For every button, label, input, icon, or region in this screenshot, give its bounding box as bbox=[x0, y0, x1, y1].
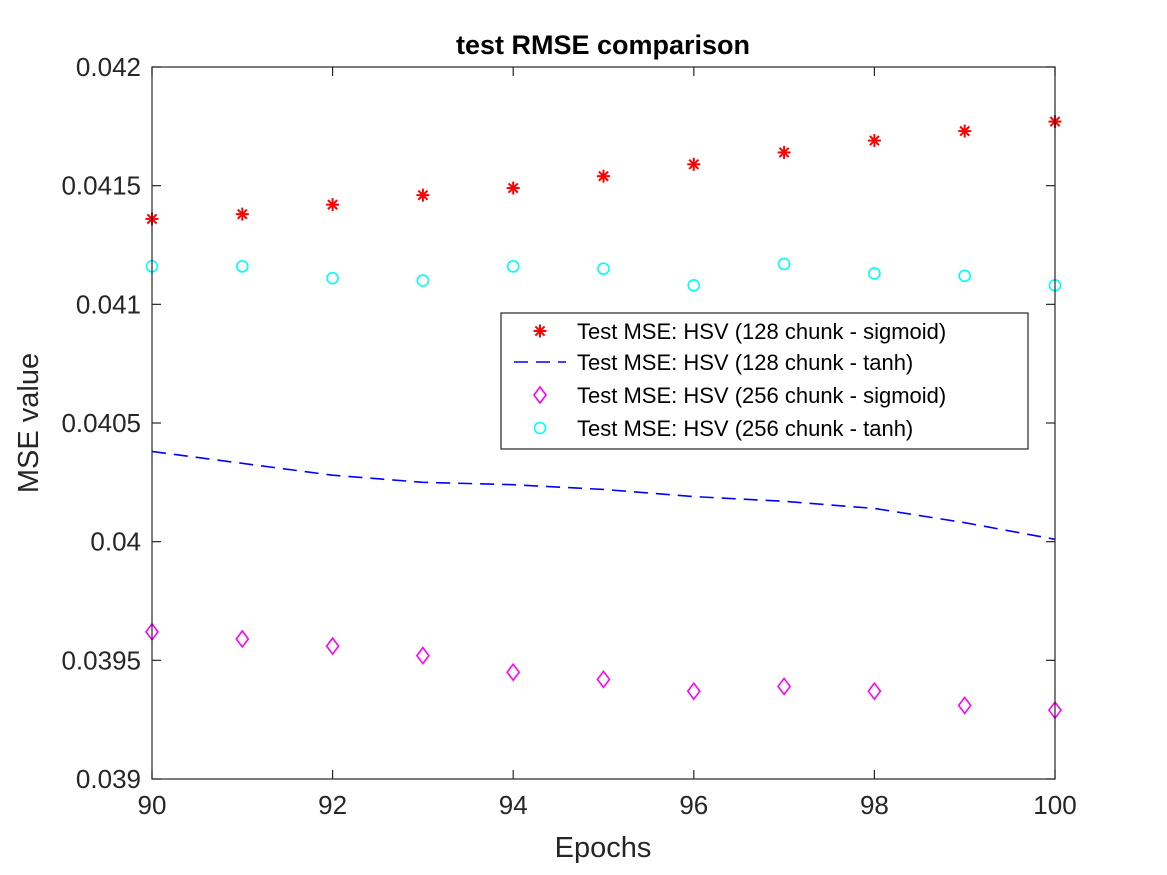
data-point bbox=[687, 157, 701, 171]
data-point bbox=[958, 124, 972, 138]
legend-entry: Test MSE: HSV (128 chunk - sigmoid) bbox=[533, 319, 946, 344]
series-2 bbox=[151, 450, 1056, 541]
data-point bbox=[597, 169, 610, 183]
legend-label: Test MSE: HSV (256 chunk - sigmoid) bbox=[577, 383, 946, 408]
data-point bbox=[506, 260, 520, 273]
data-point bbox=[326, 198, 340, 212]
data-point bbox=[506, 662, 521, 682]
y-tick-label: 0.0415 bbox=[61, 171, 141, 201]
data-point bbox=[416, 274, 430, 287]
y-tick-label: 0.0395 bbox=[61, 645, 141, 675]
y-tick-label: 0.04 bbox=[90, 527, 141, 557]
legend-marker bbox=[533, 324, 547, 338]
data-point bbox=[868, 267, 881, 280]
data-point bbox=[687, 279, 701, 292]
data-point bbox=[777, 257, 791, 271]
legend-entry: Test MSE: HSV (256 chunk - tanh) bbox=[533, 416, 913, 441]
legend-marker bbox=[533, 421, 547, 435]
data-point bbox=[957, 696, 972, 715]
data-point bbox=[777, 677, 792, 696]
axis-ticks: 90 92 94 96 98 100 0.039 0.0395 0.04 0.0405 0.041 0… bbox=[61, 52, 1076, 820]
x-tick-label: 90 bbox=[138, 790, 167, 820]
x-axis-label: Epochs bbox=[555, 832, 652, 864]
x-tick-label: 100 bbox=[1033, 790, 1076, 820]
legend-label: Test MSE: HSV (128 chunk - sigmoid) bbox=[577, 319, 946, 344]
data-point bbox=[236, 260, 249, 273]
legend-label: Test MSE: HSV (256 chunk - tanh) bbox=[577, 416, 913, 441]
data-point bbox=[777, 145, 791, 159]
x-tick-label: 98 bbox=[860, 790, 889, 820]
legend-box bbox=[500, 312, 1029, 450]
y-tick-label: 0.042 bbox=[76, 52, 141, 82]
legend: Test MSE: HSV (128 chunk - sigmoid) Test … bbox=[500, 312, 1029, 450]
legend-marker bbox=[533, 385, 547, 405]
data-point bbox=[867, 681, 882, 701]
data-point bbox=[958, 269, 972, 283]
data-point bbox=[325, 636, 340, 656]
data-point bbox=[506, 181, 520, 195]
legend-entry: Test MSE: HSV (256 chunk - sigmoid) bbox=[533, 383, 946, 408]
data-point bbox=[867, 134, 881, 148]
data-point bbox=[415, 646, 430, 665]
data-point bbox=[235, 207, 249, 221]
x-tick-label: 96 bbox=[679, 790, 708, 820]
y-tick-label: 0.039 bbox=[76, 764, 141, 794]
legend-entries: Test MSE: HSV (128 chunk - sigmoid) Test … bbox=[514, 319, 946, 441]
series-3 bbox=[145, 622, 1062, 720]
legend-entry: Test MSE: HSV (128 chunk - tanh) bbox=[514, 350, 913, 375]
data-point bbox=[235, 629, 250, 649]
y-tick-label: 0.0405 bbox=[61, 408, 141, 438]
series-line bbox=[151, 450, 1056, 541]
legend-label: Test MSE: HSV (128 chunk - tanh) bbox=[577, 350, 913, 375]
data-point bbox=[326, 271, 339, 285]
y-axis-label: MSE value bbox=[13, 353, 45, 493]
chart-title: test RMSE comparison bbox=[456, 30, 750, 60]
x-tick-label: 94 bbox=[499, 790, 528, 820]
data-point bbox=[416, 188, 430, 202]
data-point bbox=[597, 262, 610, 276]
data-point bbox=[596, 669, 611, 689]
axes-box bbox=[151, 66, 1056, 780]
data-point bbox=[686, 681, 701, 701]
y-tick-label: 0.041 bbox=[76, 289, 141, 319]
x-tick-label: 92 bbox=[318, 790, 347, 820]
